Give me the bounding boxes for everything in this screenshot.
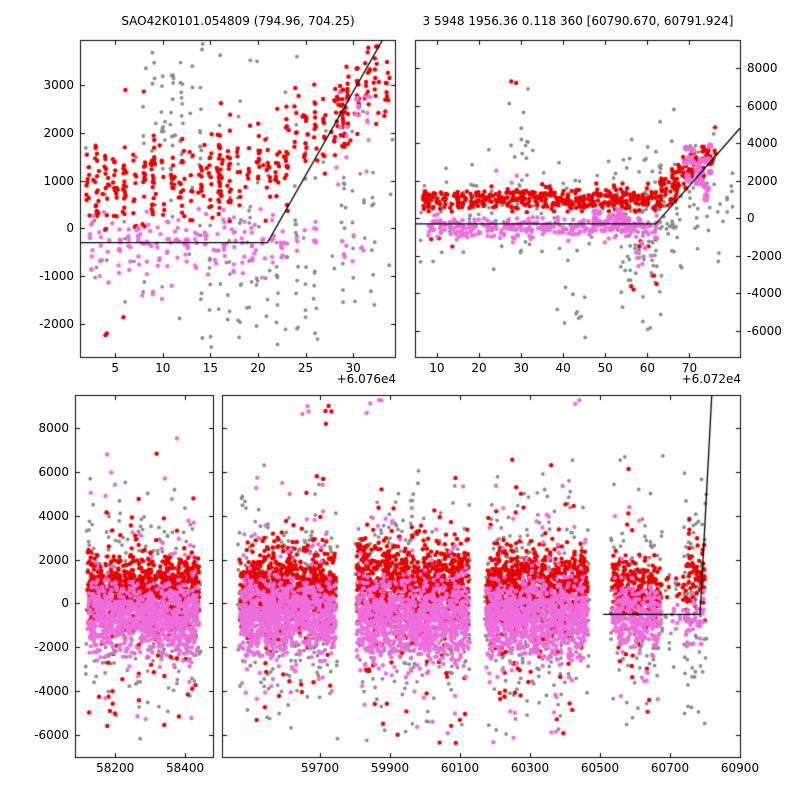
- x-tick-label: 58400: [165, 761, 205, 775]
- x-tick-label: 5: [111, 361, 120, 375]
- x-offset-label-topright: +6.072e4: [681, 372, 741, 386]
- y-tick-label: 2000: [747, 173, 778, 188]
- y-tick-label: -1000: [39, 268, 74, 283]
- y-tick-label: 0: [66, 221, 74, 236]
- x-tick-label: 70: [681, 361, 698, 375]
- x-tick-label: 50: [597, 361, 613, 375]
- x-tick-label: 30: [345, 361, 361, 375]
- y-tick-label: 4000: [747, 136, 778, 151]
- y-tick-label: 3000: [43, 78, 74, 93]
- plot-topleft-title: SAO42K0101.054809 (794.96, 704.25): [121, 14, 355, 28]
- y-tick-label: 4000: [38, 508, 69, 523]
- x-tick-label: 60500: [580, 761, 620, 775]
- y-tick-label: -4000: [34, 684, 69, 699]
- y-tick-label: -4000: [747, 286, 782, 301]
- y-tick-label: 8000: [747, 61, 778, 76]
- y-tick-label: 0: [747, 211, 755, 226]
- y-tick-label: -2000: [747, 248, 782, 263]
- x-tick-label: 20: [250, 361, 266, 375]
- x-tick-label: 10: [155, 361, 171, 375]
- y-tick-label: -2000: [39, 316, 74, 331]
- x-tick-label: 25: [297, 361, 314, 375]
- x-offset-label-topleft: +6.076e4: [336, 372, 396, 386]
- y-tick-label: 1000: [43, 173, 74, 188]
- y-tick-label: 2000: [38, 552, 69, 567]
- x-tick-label: 60900: [720, 761, 760, 775]
- x-tick-label: 60700: [650, 761, 690, 775]
- y-tick-label: -6000: [34, 728, 69, 743]
- y-tick-label: -6000: [747, 323, 782, 338]
- x-tick-label: 15: [202, 361, 219, 375]
- y-tick-label: 2000: [43, 125, 74, 140]
- y-tick-label: 0: [61, 596, 69, 611]
- plot-topright-title: 3 5948 1956.36 0.118 360 [60790.670, 607…: [422, 14, 734, 28]
- x-tick-label: 20: [471, 361, 487, 375]
- y-tick-label: -2000: [34, 640, 69, 655]
- x-tick-label: 60100: [440, 761, 480, 775]
- x-tick-label: 10: [429, 361, 445, 375]
- y-tick-label: 6000: [38, 464, 69, 479]
- y-tick-label: 6000: [747, 98, 778, 113]
- x-tick-label: 60: [639, 361, 656, 375]
- y-tick-label: 8000: [38, 420, 69, 435]
- x-tick-label: 60300: [510, 761, 550, 775]
- x-tick-label: 59900: [370, 761, 410, 775]
- x-tick-label: 30: [513, 361, 529, 375]
- x-tick-label: 40: [555, 361, 571, 375]
- x-tick-label: 58200: [96, 761, 135, 775]
- x-tick-label: 59700: [300, 761, 340, 775]
